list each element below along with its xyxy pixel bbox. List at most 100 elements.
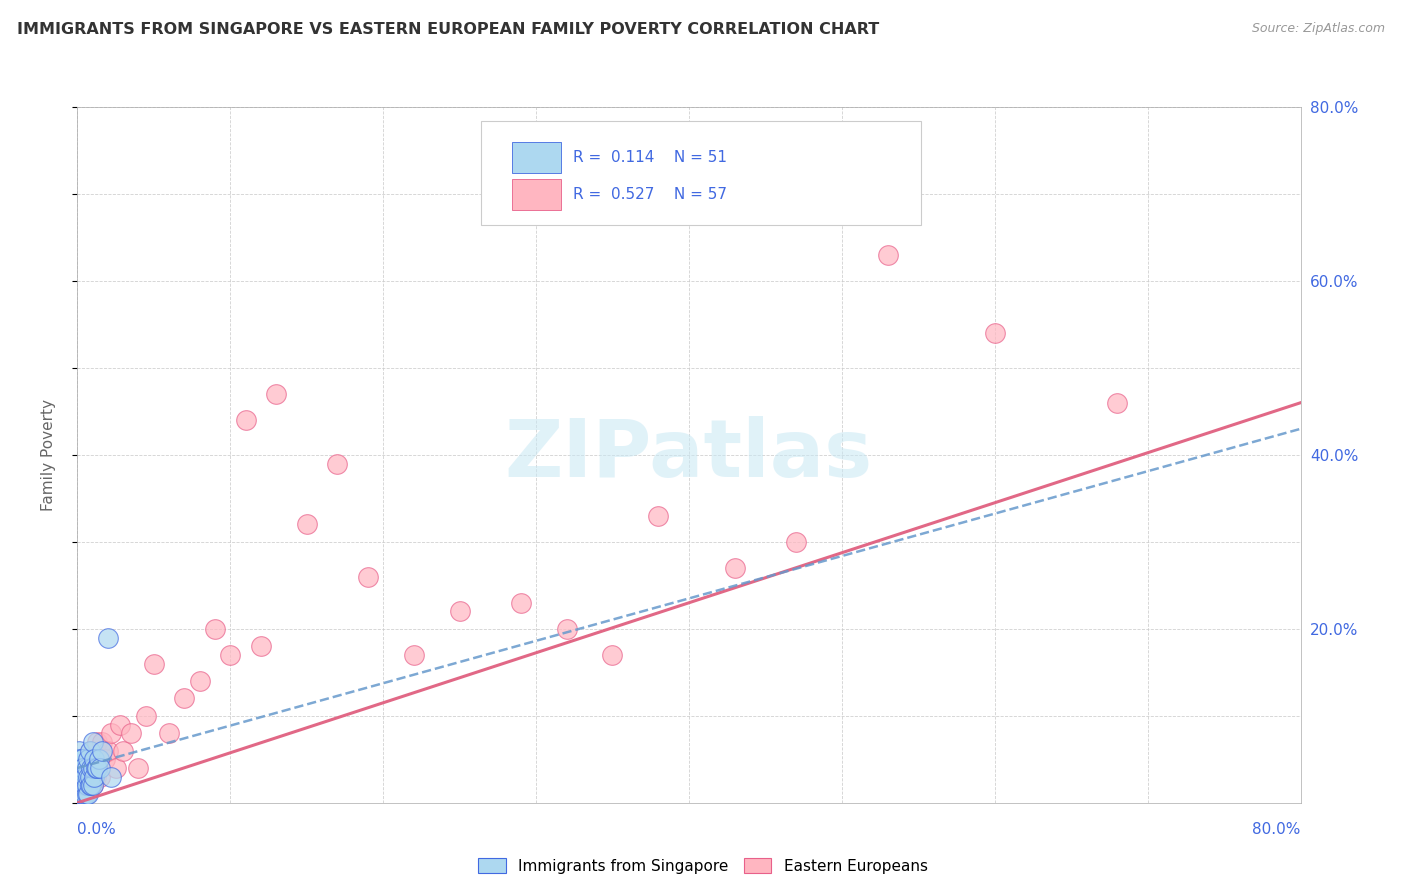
Point	[67, 752, 90, 766]
Point	[357, 570, 380, 584]
Point	[120, 726, 142, 740]
Point	[724, 561, 747, 575]
Point	[84, 761, 107, 775]
Point	[97, 631, 120, 645]
Point	[647, 508, 669, 523]
Point	[100, 726, 122, 740]
Point	[73, 778, 96, 792]
Point	[67, 778, 90, 792]
FancyBboxPatch shape	[481, 121, 921, 226]
Point	[82, 778, 104, 792]
Point	[70, 778, 93, 792]
Point	[235, 413, 257, 427]
Point	[82, 744, 104, 758]
Point	[72, 761, 94, 775]
Point	[264, 387, 287, 401]
Point	[83, 770, 105, 784]
FancyBboxPatch shape	[512, 178, 561, 210]
Point	[76, 770, 98, 784]
Text: Source: ZipAtlas.com: Source: ZipAtlas.com	[1251, 22, 1385, 36]
Point	[83, 752, 105, 766]
Point	[402, 648, 425, 662]
Point	[70, 778, 93, 792]
Point	[80, 761, 103, 775]
Point	[73, 761, 96, 775]
Text: 0.0%: 0.0%	[77, 822, 117, 837]
Point	[79, 770, 101, 784]
Point	[80, 761, 103, 775]
Point	[83, 761, 105, 775]
Legend: Immigrants from Singapore, Eastern Europeans: Immigrants from Singapore, Eastern Europ…	[472, 852, 934, 880]
Point	[67, 744, 90, 758]
Point	[79, 744, 101, 758]
Point	[76, 787, 98, 801]
Point	[77, 770, 100, 784]
Point	[77, 787, 100, 801]
Point	[984, 326, 1007, 340]
Point	[188, 674, 211, 689]
Point	[173, 691, 195, 706]
Point	[72, 770, 94, 784]
Point	[135, 708, 157, 723]
Point	[112, 744, 135, 758]
Point	[94, 752, 117, 766]
Point	[72, 778, 94, 792]
Point	[1107, 396, 1129, 410]
Point	[80, 778, 103, 792]
Point	[67, 778, 90, 792]
Point	[86, 761, 108, 775]
Point	[69, 770, 91, 784]
Point	[76, 778, 98, 792]
Text: R =  0.527    N = 57: R = 0.527 N = 57	[572, 186, 727, 202]
Point	[84, 770, 107, 784]
Point	[67, 787, 90, 801]
Point	[295, 517, 318, 532]
Point	[73, 770, 96, 784]
Point	[69, 778, 91, 792]
Point	[97, 744, 120, 758]
Point	[69, 778, 91, 792]
Point	[87, 752, 110, 766]
Point	[602, 648, 624, 662]
Point	[70, 752, 93, 766]
Point	[104, 761, 127, 775]
Text: 80.0%: 80.0%	[1253, 822, 1301, 837]
Point	[72, 787, 94, 801]
Point	[70, 761, 93, 775]
Point	[250, 639, 273, 653]
Text: ZIPatlas: ZIPatlas	[505, 416, 873, 494]
Point	[76, 761, 98, 775]
Y-axis label: Family Poverty: Family Poverty	[42, 399, 56, 511]
Point	[326, 457, 349, 471]
Point	[157, 726, 180, 740]
Text: R =  0.114    N = 51: R = 0.114 N = 51	[572, 150, 727, 165]
Point	[82, 735, 104, 749]
Point	[785, 534, 807, 549]
Point	[79, 778, 101, 792]
Point	[70, 761, 93, 775]
Point	[128, 761, 150, 775]
Point	[82, 761, 104, 775]
Point	[77, 778, 100, 792]
Point	[82, 778, 104, 792]
Point	[77, 752, 100, 766]
Point	[67, 770, 90, 784]
Point	[108, 717, 131, 731]
Point	[69, 761, 91, 775]
Point	[73, 787, 96, 801]
Point	[69, 752, 91, 766]
Point	[876, 248, 898, 262]
Point	[67, 787, 90, 801]
Point	[142, 657, 165, 671]
Point	[449, 605, 471, 619]
FancyBboxPatch shape	[512, 142, 561, 173]
Point	[204, 622, 226, 636]
Point	[219, 648, 242, 662]
Point	[77, 752, 100, 766]
Point	[100, 770, 122, 784]
Point	[72, 787, 94, 801]
Point	[90, 735, 112, 749]
Point	[69, 770, 91, 784]
Point	[67, 770, 90, 784]
Point	[555, 622, 578, 636]
